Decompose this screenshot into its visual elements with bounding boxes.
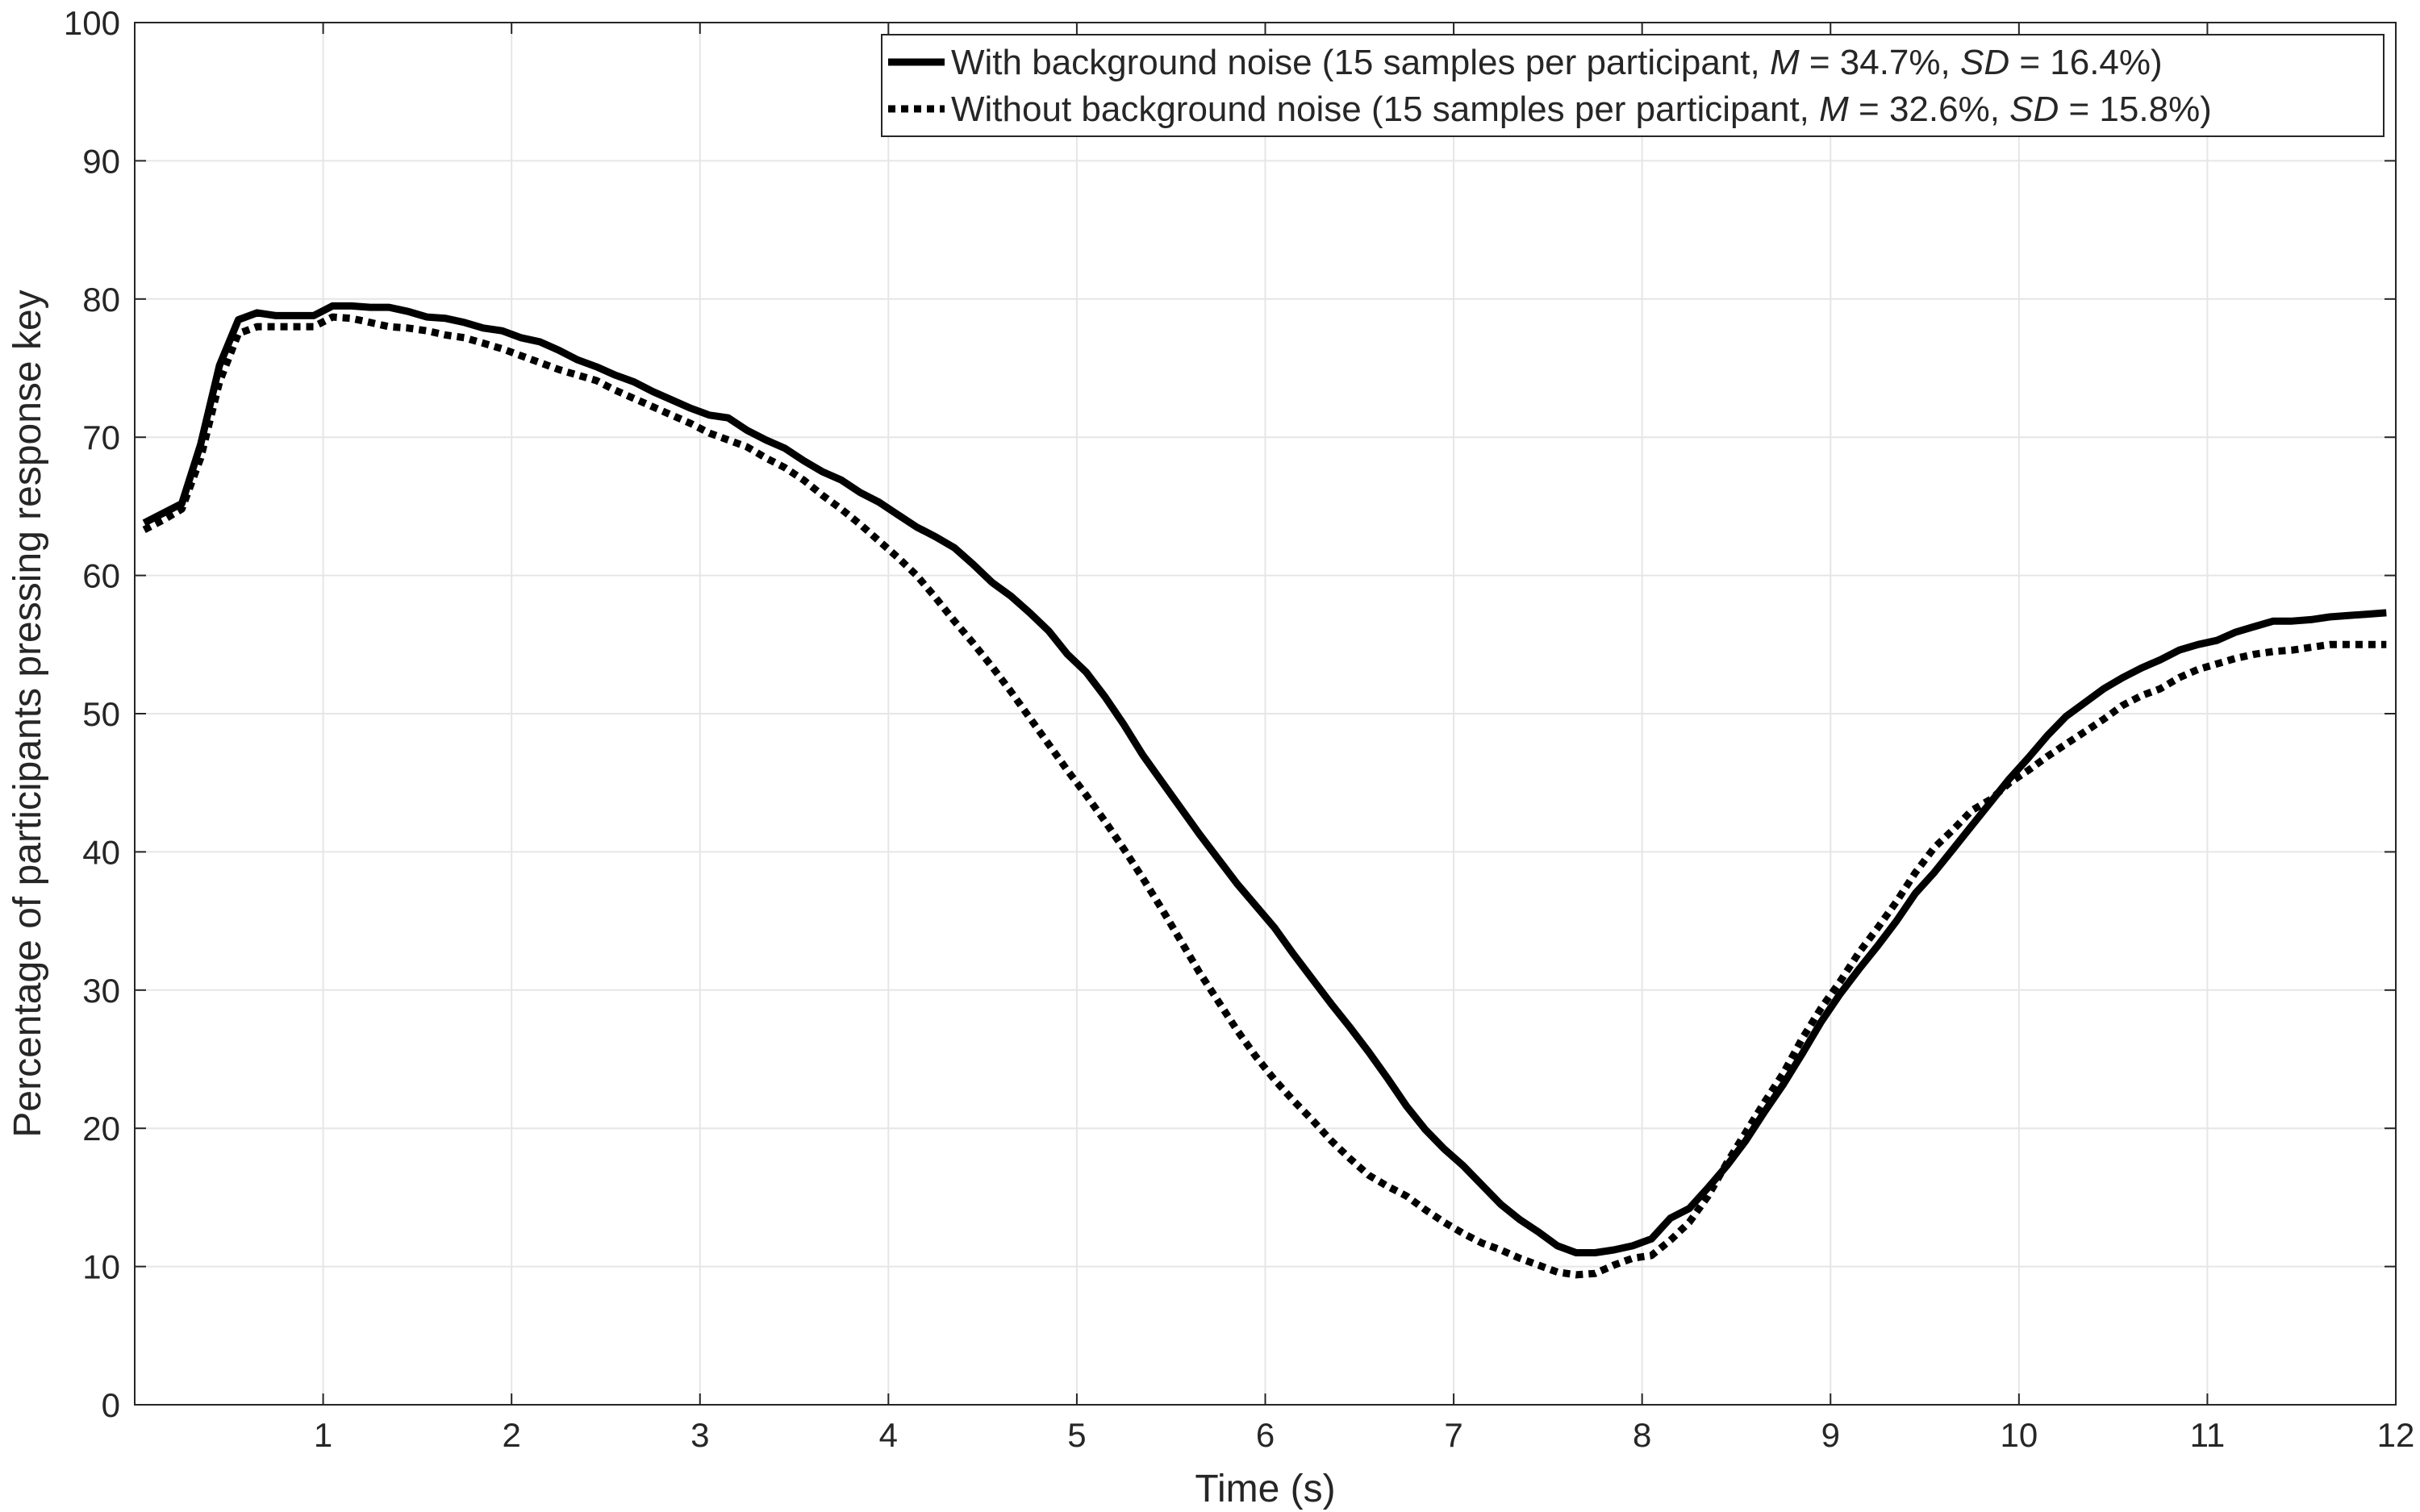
legend-label-part: = 15.8%) (2059, 90, 2212, 129)
legend-label-part: M (1770, 43, 1800, 82)
x-tick-label: 8 (1633, 1416, 1651, 1454)
x-tick-label: 4 (879, 1416, 898, 1454)
legend-label-part: With background noise (15 samples per pa… (951, 43, 1770, 82)
y-tick-label: 80 (82, 281, 120, 319)
legend-label-part: M (1819, 90, 1849, 129)
series-line-1 (142, 302, 2387, 1256)
x-tick-label: 9 (1821, 1416, 1840, 1454)
y-tick-label: 100 (64, 4, 120, 42)
data-series (142, 302, 2387, 1279)
x-tick-label: 10 (2000, 1416, 2038, 1454)
x-tick-label: 6 (1256, 1416, 1275, 1454)
y-tick-label: 10 (82, 1248, 120, 1286)
x-tick-label: 7 (1444, 1416, 1462, 1454)
legend-box (881, 34, 2385, 137)
y-tick-label: 0 (102, 1386, 120, 1424)
y-tick-label: 90 (82, 142, 120, 180)
legend-label-part: Without background noise (15 samples per… (951, 90, 1819, 129)
x-axis-label: Time (s) (1195, 1468, 1335, 1510)
x-tick-label: 3 (691, 1416, 709, 1454)
x-tick-label: 2 (502, 1416, 520, 1454)
y-axis-label: Percentage of participants pressing resp… (6, 289, 49, 1137)
legend-label-part: = 32.6%, (1849, 90, 2009, 129)
legend-label-part: = 34.7%, (1800, 43, 1960, 82)
y-tick-label: 30 (82, 972, 120, 1010)
legend: With background noise (15 samples per pa… (881, 34, 2385, 137)
series-line-2 (142, 313, 2387, 1279)
x-tick-label: 5 (1067, 1416, 1086, 1454)
x-tick-label: 1 (314, 1416, 332, 1454)
x-tick-label: 11 (2190, 1416, 2226, 1454)
legend-label-part: SD (1960, 43, 2009, 82)
legend-label-part: = 16.4%) (2009, 43, 2163, 82)
y-tick-label: 20 (82, 1110, 120, 1148)
y-tick-label: 50 (82, 695, 120, 733)
y-tick-label: 40 (82, 833, 120, 871)
y-tick-label: 60 (82, 557, 120, 595)
x-tick-label: 12 (2377, 1416, 2415, 1454)
y-tick-label: 70 (82, 419, 120, 456)
legend-label-1: With background noise (15 samples per pa… (951, 43, 2163, 82)
legend-label-2: Without background noise (15 samples per… (951, 90, 2212, 129)
legend-label-part: SD (2009, 90, 2059, 129)
